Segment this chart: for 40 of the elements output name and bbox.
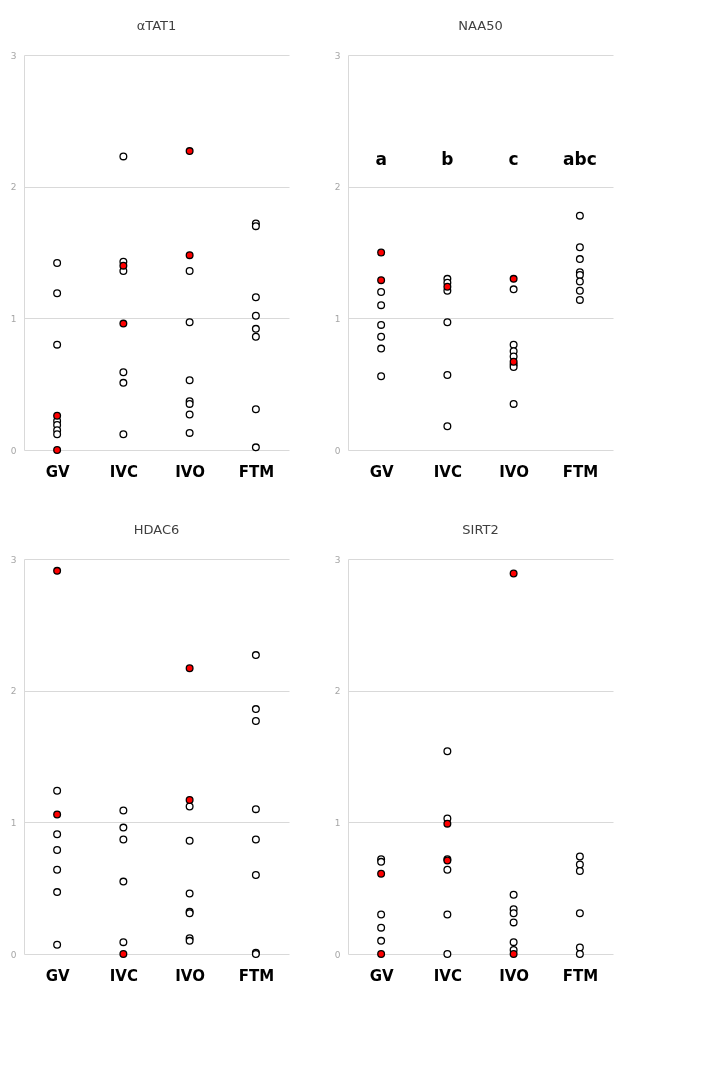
y-tick-label: 2 bbox=[334, 182, 341, 193]
chart-title: αTAT1 bbox=[136, 18, 177, 33]
chart-title: HDAC6 bbox=[133, 522, 180, 537]
annotation: b bbox=[441, 149, 454, 169]
y-tick-label: 0 bbox=[334, 949, 341, 960]
y-tick-label: 1 bbox=[10, 817, 17, 828]
x-tick-label: GV bbox=[45, 966, 70, 985]
annotation: a bbox=[375, 149, 387, 169]
x-tick-label: FTM bbox=[562, 462, 599, 481]
chart-title: NAA50 bbox=[458, 18, 503, 33]
x-tick-label: GV bbox=[45, 462, 70, 481]
y-tick-label: 0 bbox=[334, 445, 341, 456]
y-tick-label: 2 bbox=[334, 686, 341, 697]
x-tick-label: FTM bbox=[238, 966, 275, 985]
y-tick-label: 3 bbox=[334, 50, 341, 61]
y-tick-label: 0 bbox=[10, 949, 17, 960]
y-tick-label: 1 bbox=[10, 313, 17, 324]
x-tick-label: IVC bbox=[433, 966, 462, 985]
x-tick-label: IVO bbox=[499, 462, 529, 481]
y-tick-label: 3 bbox=[10, 554, 17, 565]
annotation: c bbox=[508, 149, 519, 169]
y-tick-label: 2 bbox=[10, 182, 17, 193]
x-tick-label: IVC bbox=[109, 966, 138, 985]
x-tick-label: IVO bbox=[499, 966, 529, 985]
annotation: abc bbox=[563, 149, 597, 169]
x-tick-label: IVO bbox=[175, 462, 205, 481]
y-tick-label: 2 bbox=[10, 686, 17, 697]
chart-title: SIRT2 bbox=[462, 522, 499, 537]
x-tick-label: IVC bbox=[433, 462, 462, 481]
y-tick-label: 3 bbox=[10, 50, 17, 61]
x-tick-label: FTM bbox=[238, 462, 275, 481]
x-tick-label: FTM bbox=[562, 966, 599, 985]
y-tick-label: 1 bbox=[334, 313, 341, 324]
x-tick-label: GV bbox=[369, 462, 394, 481]
y-tick-label: 3 bbox=[334, 554, 341, 565]
x-tick-label: IVC bbox=[109, 462, 138, 481]
y-tick-label: 1 bbox=[334, 817, 341, 828]
x-tick-label: IVO bbox=[175, 966, 205, 985]
x-tick-label: GV bbox=[369, 966, 394, 985]
y-tick-label: 0 bbox=[10, 445, 17, 456]
